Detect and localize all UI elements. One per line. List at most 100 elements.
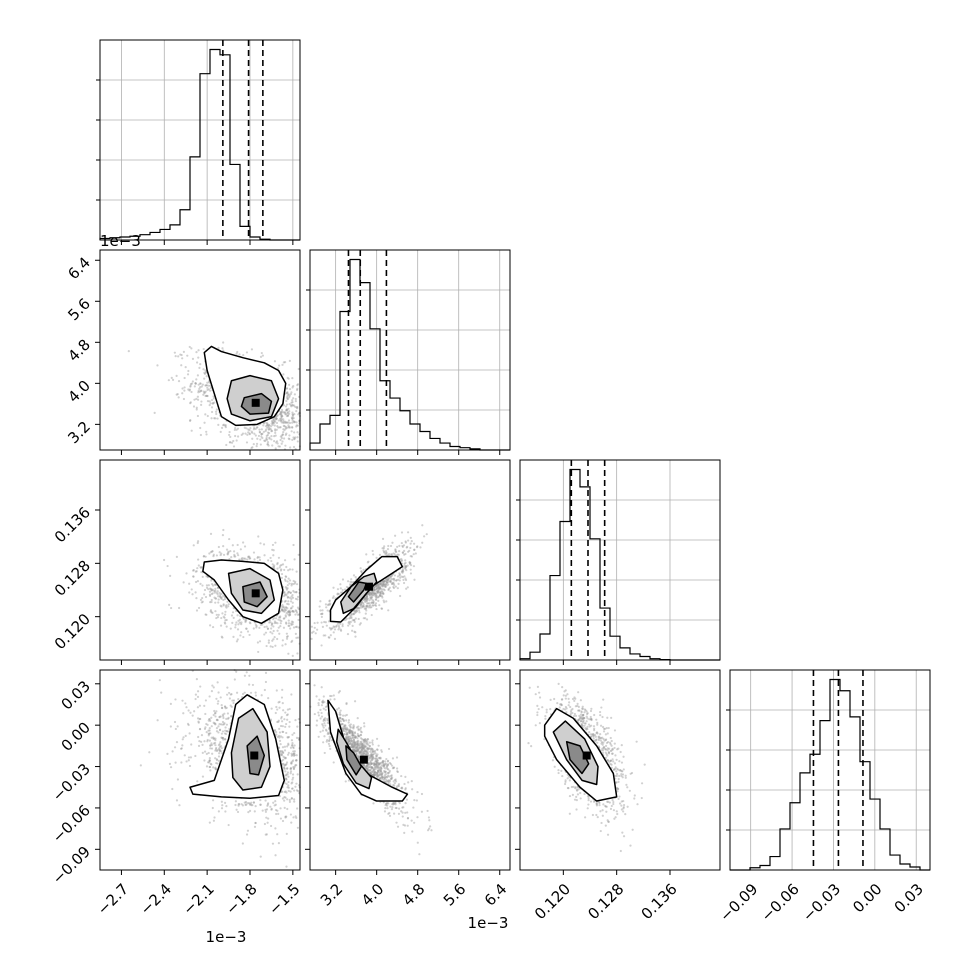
scatter-point	[249, 622, 252, 625]
scatter-point	[289, 392, 292, 396]
scatter-point	[212, 713, 215, 717]
scatter-point	[203, 392, 206, 395]
scatter-point	[286, 584, 289, 587]
scatter-point	[148, 751, 151, 754]
scatter-point	[280, 753, 283, 756]
scatter-point	[258, 430, 261, 434]
scatter-point	[235, 352, 238, 355]
scatter-point	[225, 604, 228, 607]
scatter-point	[171, 750, 174, 753]
scatter-point	[266, 804, 269, 807]
scatter-point	[350, 578, 353, 581]
scatter-point	[292, 759, 295, 762]
scatter-point	[295, 425, 298, 428]
scatter-point	[293, 591, 296, 594]
scatter-point	[270, 624, 273, 627]
scatter-point	[190, 588, 193, 591]
scatter-point	[232, 635, 235, 638]
scatter-point	[283, 568, 286, 572]
scatter-point	[281, 639, 284, 642]
scatter-point	[280, 415, 283, 418]
scatter-point	[273, 564, 276, 567]
scatter-point	[202, 555, 205, 558]
scatter-point	[295, 409, 298, 413]
scatter-point	[286, 807, 289, 811]
scatter-point	[281, 688, 284, 691]
scatter-point	[183, 389, 186, 392]
scatter-point	[259, 803, 262, 806]
scatter-point	[208, 821, 211, 824]
scatter-point	[210, 398, 214, 402]
scatter-point	[252, 443, 255, 446]
scatter-point	[274, 711, 277, 715]
scatter-point	[175, 555, 178, 558]
scatter-point	[275, 440, 279, 443]
scatter-point	[215, 408, 218, 411]
scatter-point	[283, 591, 286, 594]
scatter-point	[211, 752, 214, 755]
scatter-point	[235, 808, 238, 811]
scatter-point	[244, 432, 247, 435]
scatter-point	[230, 556, 233, 559]
scatter-point	[275, 731, 278, 734]
scatter-point	[292, 436, 295, 439]
scatter-point	[259, 623, 263, 626]
scatter-point	[339, 628, 342, 631]
scatter-point	[177, 355, 180, 358]
scatter-point	[197, 391, 200, 394]
scatter-point	[225, 717, 228, 720]
scatter-point	[284, 433, 287, 437]
scatter-point	[221, 730, 225, 733]
scatter-point	[421, 524, 424, 527]
scatter-point	[295, 782, 298, 785]
scatter-point	[288, 800, 292, 803]
scatter-point	[200, 389, 203, 392]
scatter-point	[234, 555, 237, 558]
scatter-point	[280, 412, 283, 415]
scatter-point	[287, 424, 290, 427]
scatter-point	[229, 435, 232, 438]
scatter-point	[286, 635, 289, 638]
scatter-point	[220, 635, 223, 638]
scatter-point	[208, 695, 211, 698]
scatter-point	[168, 603, 171, 606]
scatter-point	[248, 674, 251, 677]
scatter-point	[254, 805, 257, 808]
scatter-point	[203, 372, 207, 375]
scatter-point	[210, 611, 213, 614]
scatter-point	[169, 702, 172, 705]
scatter-point	[216, 590, 219, 593]
scatter-point	[276, 637, 279, 641]
scatter-point	[244, 619, 247, 622]
scatter-point	[217, 725, 220, 728]
scatter-point	[229, 693, 232, 696]
scatter-point	[285, 731, 288, 735]
scatter-point	[269, 645, 272, 648]
scatter-point	[222, 723, 226, 726]
scatter-point	[210, 725, 213, 728]
scatter-point	[183, 754, 186, 757]
scatter-panel-0-1	[95, 249, 302, 455]
scatter-point	[199, 382, 202, 385]
scatter-point	[312, 630, 315, 633]
scatter-point	[217, 545, 220, 549]
scatter-point	[201, 596, 204, 600]
scatter-point	[389, 544, 393, 548]
scatter-point	[268, 428, 271, 431]
scatter-point	[282, 428, 285, 431]
scatter-point	[208, 400, 211, 403]
scatter-point	[287, 393, 290, 396]
scatter-point	[230, 614, 234, 617]
scatter-point	[214, 744, 217, 747]
scatter-point	[205, 765, 209, 768]
scatter-point	[231, 699, 234, 702]
scatter-point	[284, 579, 287, 582]
scatter-point	[182, 397, 186, 401]
scatter-point	[295, 570, 298, 573]
scatter-point	[319, 600, 322, 603]
scatter-point	[174, 354, 177, 358]
scatter-point	[192, 544, 195, 547]
scatter-point	[365, 553, 368, 556]
scatter-point	[220, 552, 223, 555]
scatter-point	[281, 819, 285, 823]
